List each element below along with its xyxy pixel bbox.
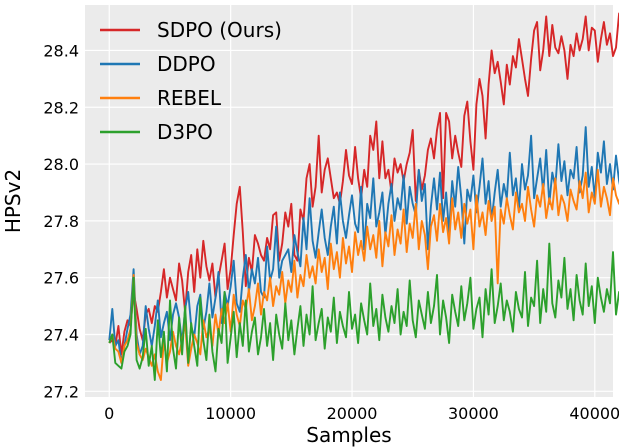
x-tick-label: 0 bbox=[104, 404, 114, 423]
x-axis-label: Samples bbox=[306, 423, 391, 447]
y-axis-ticks: 27.2 27.4 27.6 27.8 28.0 28.2 28.4 bbox=[43, 41, 79, 401]
series-line-1 bbox=[108, 12, 619, 356]
y-tick-label: 27.2 bbox=[43, 382, 79, 401]
series-line-2 bbox=[108, 126, 619, 364]
y-tick-label: 27.6 bbox=[43, 269, 79, 288]
legend: SDPO (Ours) DDPO REBEL D3PO bbox=[100, 18, 282, 144]
legend-label: DDPO bbox=[157, 52, 216, 76]
y-tick-label: 27.8 bbox=[43, 212, 79, 231]
series-line-3 bbox=[108, 168, 619, 381]
y-axis-label: HPSv2 bbox=[1, 169, 25, 233]
legend-label: D3PO bbox=[157, 120, 213, 144]
x-tick-label: 10000 bbox=[205, 404, 256, 423]
series-line-4 bbox=[108, 242, 619, 381]
x-axis-ticks: 0 10000 20000 30000 40000 bbox=[104, 404, 619, 423]
x-tick-label: 40000 bbox=[569, 404, 619, 423]
y-tick-label: 28.0 bbox=[43, 155, 79, 174]
legend-label: SDPO (Ours) bbox=[157, 18, 282, 42]
x-tick-label: 30000 bbox=[448, 404, 499, 423]
x-tick-label: 20000 bbox=[327, 404, 378, 423]
y-tick-label: 27.4 bbox=[43, 326, 79, 345]
series-lines bbox=[108, 12, 619, 381]
legend-label: REBEL bbox=[157, 86, 222, 110]
y-tick-label: 28.4 bbox=[43, 41, 79, 60]
y-tick-label: 28.2 bbox=[43, 98, 79, 117]
